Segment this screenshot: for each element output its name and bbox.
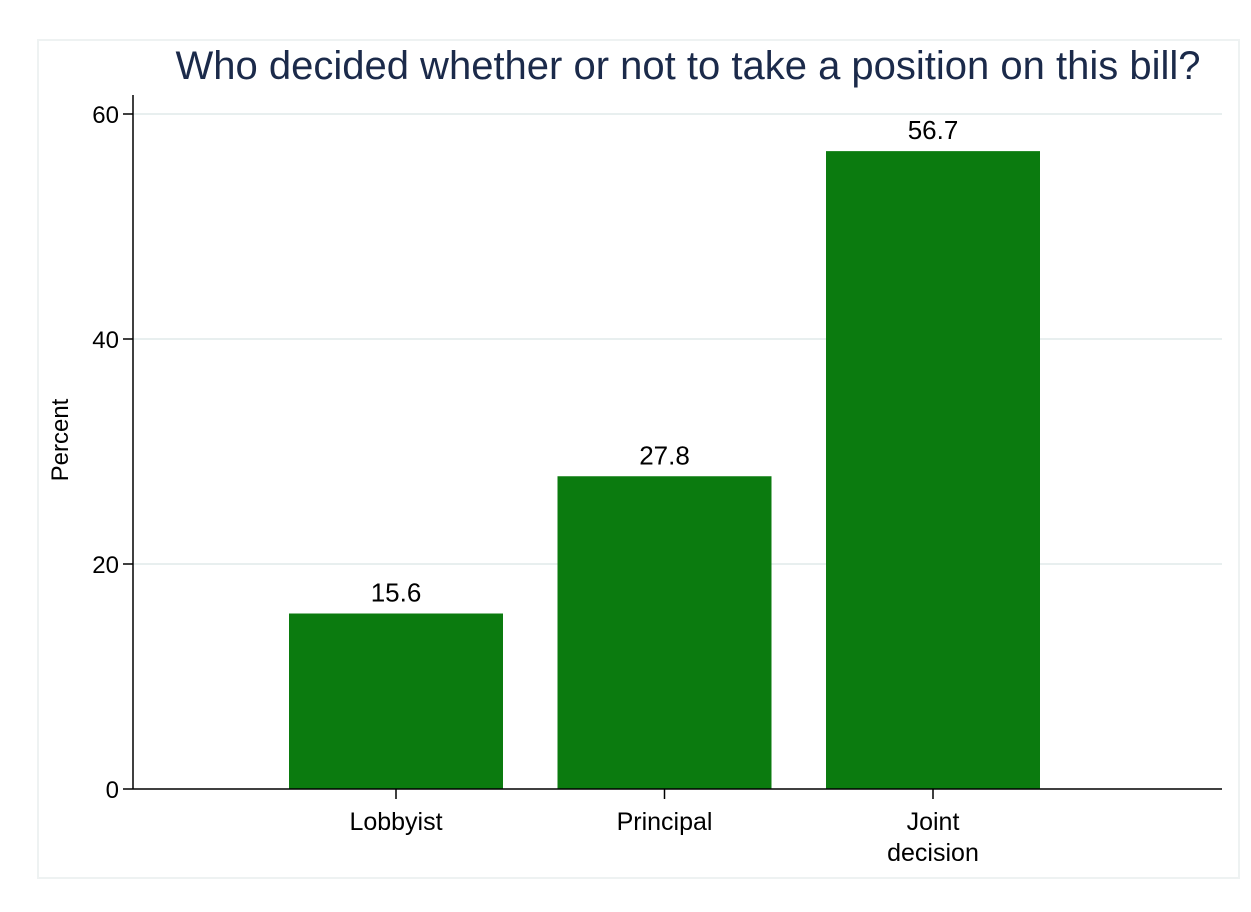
bars [289, 151, 1040, 789]
x-tick-label: Lobbyist [349, 808, 442, 836]
value-label: 27.8 [639, 440, 690, 470]
value-label: 56.7 [908, 115, 959, 145]
x-tick-label: Joint [907, 808, 960, 836]
y-axis-label: Percent [47, 398, 74, 481]
x-tick-label: Principal [617, 808, 713, 836]
value-label: 15.6 [371, 578, 422, 608]
y-tick-label: 20 [92, 552, 119, 579]
y-tick-label: 60 [92, 102, 119, 129]
bar-principal [557, 476, 772, 789]
y-axis-ticks: 0 20 40 60 [92, 102, 133, 804]
x-tick-label: decision [887, 839, 979, 867]
x-axis-ticks: Lobbyist Principal Joint decision [349, 789, 979, 867]
y-tick-label: 0 [106, 777, 119, 804]
bar-lobbyist [289, 613, 503, 789]
value-labels: 15.6 27.8 56.7 [371, 115, 959, 607]
y-tick-label: 40 [92, 327, 119, 354]
chart-title: Who decided whether or not to take a pos… [175, 44, 1200, 88]
bar-joint-decision [826, 151, 1040, 789]
